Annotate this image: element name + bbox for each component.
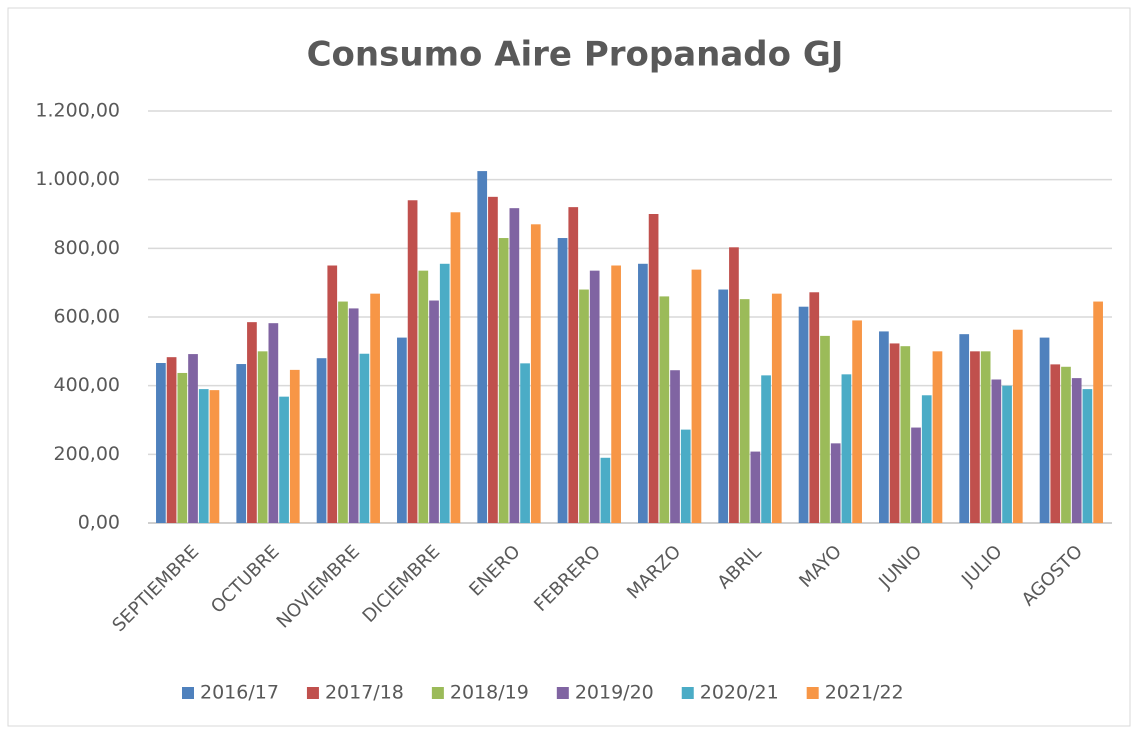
bar — [198, 389, 209, 523]
bar — [338, 301, 348, 523]
y-tick-label: 600,00 — [54, 306, 120, 328]
bar — [750, 451, 761, 523]
y-tick-label: 400,00 — [54, 374, 120, 396]
bar — [852, 320, 862, 523]
bar — [488, 196, 498, 524]
bar — [397, 337, 407, 523]
bar — [520, 363, 530, 523]
bar — [1012, 329, 1023, 523]
bar — [177, 372, 188, 523]
bar — [279, 396, 289, 523]
bar — [611, 265, 621, 523]
legend-swatch — [681, 687, 694, 699]
bar — [761, 375, 771, 523]
bar — [691, 269, 702, 523]
bar — [959, 334, 970, 523]
bar — [589, 270, 600, 523]
legend-label: 2016/17 — [200, 682, 279, 704]
bar — [327, 265, 338, 523]
bar — [156, 363, 166, 523]
bar — [289, 369, 300, 523]
bar — [268, 323, 279, 523]
bar — [911, 427, 921, 523]
bar — [670, 370, 680, 523]
bar — [509, 208, 520, 523]
bar — [980, 351, 991, 523]
y-tick-label: 1.200,00 — [35, 100, 120, 122]
bar — [557, 238, 568, 524]
bar — [1050, 364, 1061, 523]
bar — [680, 429, 691, 523]
y-tick-label: 1.000,00 — [35, 168, 120, 190]
bar — [921, 395, 932, 523]
bar — [316, 358, 327, 523]
bar — [932, 351, 943, 523]
bar — [579, 289, 589, 523]
bar — [771, 293, 782, 523]
legend-label: 2019/20 — [575, 682, 654, 704]
legend-swatch — [806, 687, 819, 699]
bar — [739, 299, 750, 523]
bar — [530, 224, 541, 524]
legend-swatch — [556, 687, 569, 699]
bar — [370, 293, 380, 523]
legend-label: 2021/22 — [825, 682, 904, 704]
bar — [418, 270, 429, 523]
bar — [498, 238, 509, 524]
bar — [900, 346, 911, 523]
bar — [257, 351, 268, 523]
bar — [407, 200, 418, 523]
bar — [209, 390, 220, 523]
bar — [188, 354, 198, 523]
legend-label: 2018/19 — [450, 682, 529, 704]
bar — [348, 308, 359, 523]
bar — [450, 212, 461, 524]
y-tick-label: 200,00 — [54, 443, 120, 465]
bar — [830, 443, 841, 523]
bar — [1039, 337, 1050, 523]
bar — [568, 207, 579, 523]
y-tick-label: 800,00 — [54, 237, 120, 259]
bar — [729, 247, 739, 523]
bar — [439, 263, 450, 523]
bar — [1061, 366, 1071, 523]
bar — [429, 300, 439, 523]
bar — [718, 289, 729, 523]
chart-title: Consumo Aire Propanado GJ — [307, 35, 844, 75]
legend-label: 2017/18 — [325, 682, 404, 704]
bar — [889, 343, 900, 523]
bar — [359, 353, 370, 523]
bar — [600, 457, 611, 523]
legend-swatch — [306, 687, 319, 699]
bar — [820, 335, 830, 523]
bar — [1002, 385, 1012, 523]
bar — [1071, 378, 1082, 523]
bar — [166, 357, 177, 523]
bar — [970, 351, 980, 523]
legend-label: 2020/21 — [700, 682, 779, 704]
y-tick-label: 0,00 — [78, 512, 120, 534]
bar — [809, 292, 820, 523]
bar — [798, 306, 809, 523]
bar — [991, 379, 1002, 523]
bar — [477, 171, 488, 524]
legend-swatch — [431, 687, 444, 699]
bar — [247, 322, 257, 523]
bar — [1093, 301, 1103, 523]
bar — [236, 364, 247, 523]
bar — [648, 214, 659, 523]
bar — [1082, 389, 1093, 523]
bar — [879, 331, 889, 523]
bar — [659, 296, 670, 523]
bar — [841, 374, 852, 523]
legend-swatch — [182, 687, 194, 699]
bar — [638, 263, 648, 523]
